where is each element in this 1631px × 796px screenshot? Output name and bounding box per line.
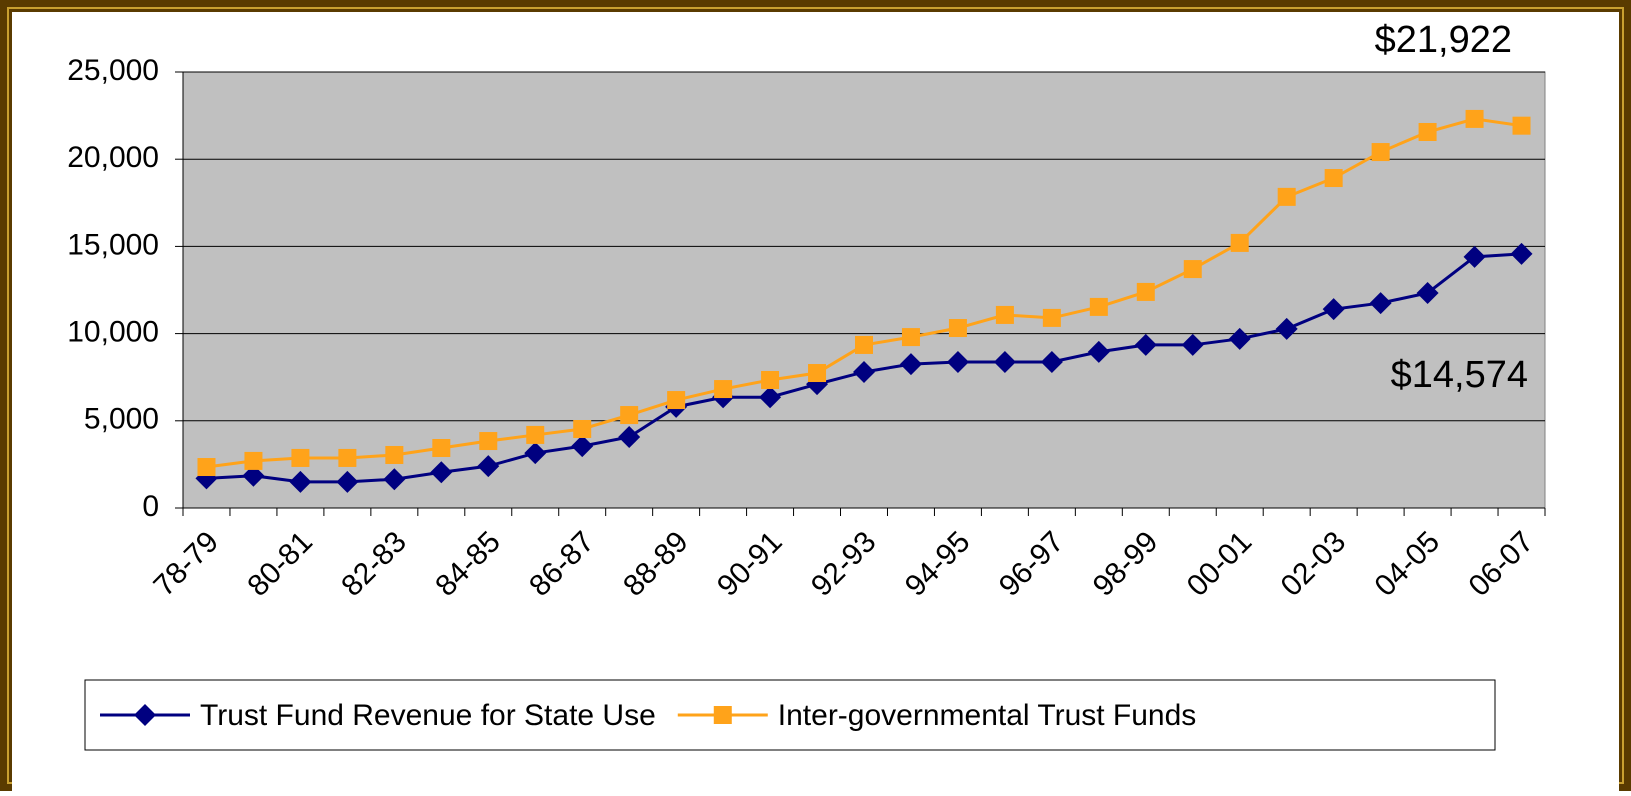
legend bbox=[84, 679, 1496, 751]
marker bbox=[1465, 109, 1484, 128]
legend-label: Trust Fund Revenue for State Use bbox=[200, 699, 656, 732]
marker bbox=[338, 448, 357, 467]
marker bbox=[714, 380, 733, 399]
marker bbox=[901, 328, 920, 347]
marker bbox=[1230, 233, 1249, 252]
marker bbox=[1277, 187, 1296, 206]
marker bbox=[477, 455, 500, 478]
marker bbox=[620, 406, 639, 425]
marker bbox=[808, 364, 827, 383]
marker bbox=[430, 461, 453, 484]
marker bbox=[383, 468, 406, 491]
marker bbox=[667, 391, 686, 410]
marker bbox=[1510, 242, 1533, 265]
marker bbox=[385, 445, 404, 464]
marker bbox=[242, 464, 265, 487]
marker bbox=[1324, 169, 1343, 188]
marker bbox=[946, 351, 969, 374]
marker bbox=[1181, 333, 1204, 356]
marker bbox=[993, 351, 1016, 374]
marker bbox=[1512, 116, 1531, 135]
y-tick-label: 5,000 bbox=[84, 403, 159, 436]
marker bbox=[571, 435, 594, 458]
marker bbox=[1369, 292, 1392, 315]
marker bbox=[524, 442, 547, 465]
marker bbox=[336, 470, 359, 493]
marker bbox=[197, 458, 216, 477]
y-tick-label: 15,000 bbox=[67, 228, 159, 261]
marker bbox=[432, 439, 451, 458]
marker bbox=[759, 386, 782, 409]
marker bbox=[1042, 308, 1061, 327]
y-tick-label: 0 bbox=[142, 490, 159, 523]
marker bbox=[289, 470, 312, 493]
marker bbox=[1416, 281, 1439, 304]
marker bbox=[713, 706, 732, 724]
marker bbox=[1089, 297, 1108, 316]
plot-area bbox=[182, 71, 1546, 509]
marker bbox=[618, 426, 641, 449]
marker bbox=[1134, 333, 1157, 356]
marker bbox=[244, 451, 263, 470]
marker bbox=[291, 448, 310, 467]
marker bbox=[1228, 327, 1251, 350]
marker bbox=[1418, 122, 1437, 141]
legend-label: Inter-governmental Trust Funds bbox=[778, 699, 1197, 732]
y-tick-label: 10,000 bbox=[67, 316, 159, 349]
marker bbox=[1040, 351, 1063, 374]
marker bbox=[855, 335, 873, 354]
marker bbox=[761, 370, 780, 389]
marker bbox=[948, 319, 967, 338]
marker bbox=[995, 305, 1014, 324]
annotation: $14,574 bbox=[1391, 354, 1528, 396]
y-tick-label: 25,000 bbox=[67, 54, 159, 87]
annotation: $21,922 bbox=[1375, 19, 1512, 61]
marker bbox=[853, 360, 875, 383]
marker bbox=[1463, 245, 1486, 268]
marker bbox=[1322, 298, 1345, 321]
marker bbox=[134, 704, 156, 726]
marker bbox=[573, 419, 592, 438]
marker bbox=[1136, 282, 1155, 301]
marker bbox=[1275, 317, 1298, 340]
marker bbox=[479, 432, 498, 451]
marker bbox=[526, 425, 545, 444]
marker bbox=[899, 353, 922, 376]
marker bbox=[1183, 260, 1202, 279]
y-tick-label: 20,000 bbox=[67, 141, 159, 174]
marker bbox=[1087, 340, 1110, 363]
marker bbox=[1371, 143, 1390, 162]
